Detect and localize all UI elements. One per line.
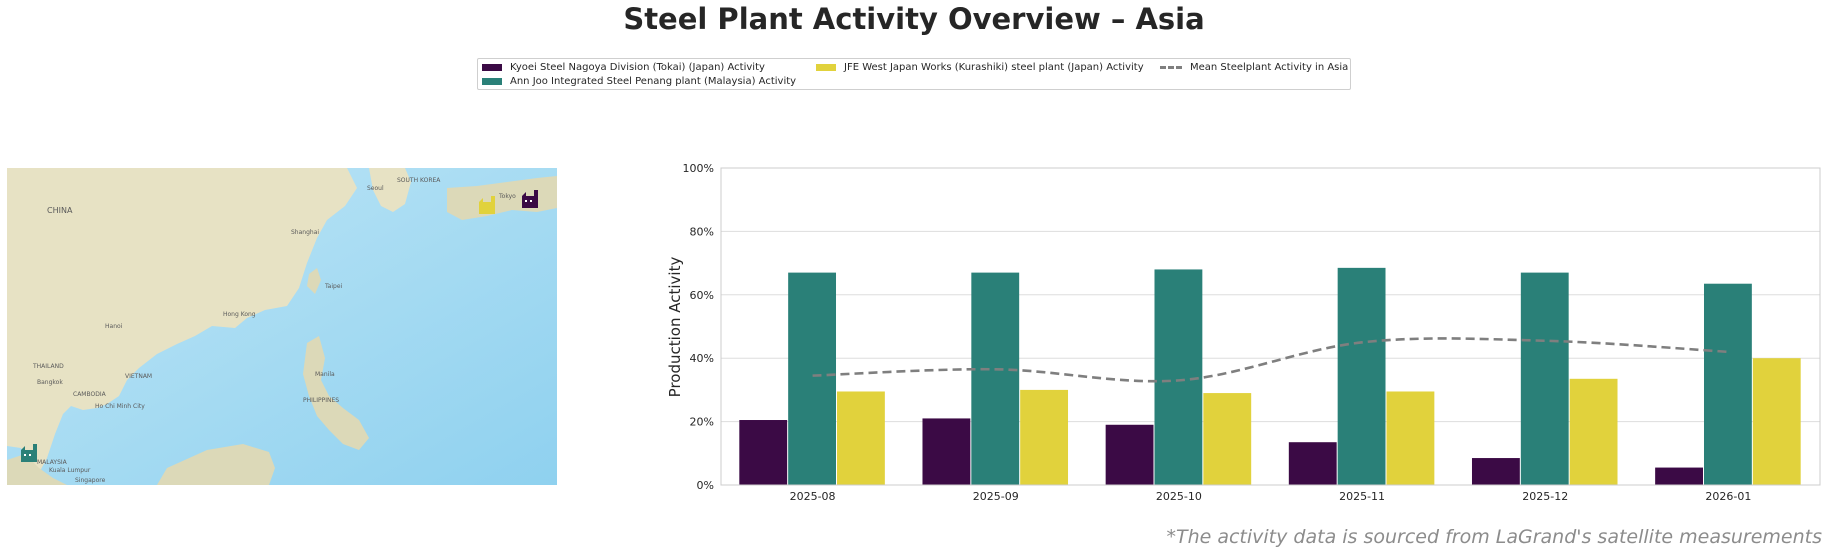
bar xyxy=(1203,393,1252,485)
y-tick-label: 20% xyxy=(690,416,714,429)
bar xyxy=(1386,391,1435,485)
map-land-korea xyxy=(369,168,411,212)
bar xyxy=(1020,389,1069,485)
bar xyxy=(1569,378,1618,485)
x-tick-label: 2026-01 xyxy=(1705,490,1751,503)
bar xyxy=(1154,269,1203,485)
legend-item-jfe: JFE West Japan Works (Kurashiki) steel p… xyxy=(816,62,1144,73)
chart-frame xyxy=(720,167,1821,486)
legend-label-kyoei: Kyoei Steel Nagoya Division (Tokai) (Jap… xyxy=(510,62,765,73)
legend-swatch-jfe xyxy=(816,64,836,71)
map-label-vietnam: VIETNAM xyxy=(125,373,152,380)
legend-item-kyoei: Kyoei Steel Nagoya Division (Tokai) (Jap… xyxy=(482,62,765,73)
bar xyxy=(1520,272,1569,485)
y-tick-label: 60% xyxy=(690,289,714,302)
factory-icon-jfe xyxy=(479,196,495,214)
y-tick-label: 0% xyxy=(697,479,714,492)
map-label-bangkok: Bangkok xyxy=(37,379,63,386)
bar xyxy=(1337,267,1386,485)
x-tick-label: 2025-08 xyxy=(790,490,836,503)
map-land-borneo xyxy=(157,444,275,485)
x-tick-label: 2025-12 xyxy=(1522,490,1568,503)
asia-map: CHINA SOUTH KOREA THAILAND VIETNAM CAMBO… xyxy=(7,168,557,485)
map-label-south-korea: SOUTH KOREA xyxy=(397,177,441,184)
legend-label-mean: Mean Steelplant Activity in Asia xyxy=(1190,62,1349,73)
legend-label-annjoo: Ann Joo Integrated Steel Penang plant (M… xyxy=(510,76,797,87)
bar xyxy=(1471,458,1520,485)
bar xyxy=(1752,358,1801,485)
mean-activity-line xyxy=(812,337,1729,383)
legend-swatch-annjoo xyxy=(482,78,502,85)
bar xyxy=(788,272,837,485)
map-label-cambodia: CAMBODIA xyxy=(73,391,107,398)
bar xyxy=(1288,442,1337,485)
legend-item-annjoo: Ann Joo Integrated Steel Penang plant (M… xyxy=(482,76,796,87)
bar xyxy=(1655,467,1703,485)
map-land-philippines xyxy=(303,336,369,450)
page-title: Steel Plant Activity Overview – Asia xyxy=(623,2,1205,36)
chart-x-ticks: 2025-08 2025-09 2025-10 2025-11 2025-12 2026-… xyxy=(790,490,1752,503)
chart-y-ticks: 0% 20% 40% 60% 80% 100% xyxy=(683,162,714,492)
map-label-ho-chi-minh-city: Ho Chi Minh City xyxy=(95,403,145,410)
map-label-seoul: Seoul xyxy=(367,185,384,192)
map-label-taipei: Taipei xyxy=(324,283,343,290)
bar xyxy=(837,391,885,485)
legend-swatch-kyoei xyxy=(482,64,502,71)
legend-line-mean xyxy=(1160,66,1182,69)
map-label-malaysia: MALAYSIA xyxy=(37,459,68,466)
bar xyxy=(1105,424,1154,485)
map-label-tokyo: Tokyo xyxy=(498,193,516,200)
y-tick-label: 80% xyxy=(690,225,714,238)
map-land-taiwan xyxy=(307,268,321,294)
map-label-hong-kong: Hong Kong xyxy=(223,311,256,318)
map-label-kuala-lumpur: Kuala Lumpur xyxy=(49,467,91,474)
chart-mean-line xyxy=(812,337,1729,383)
x-tick-label: 2025-10 xyxy=(1156,490,1202,503)
x-tick-label: 2025-09 xyxy=(973,490,1019,503)
map-land-japan xyxy=(447,176,557,220)
legend-label-jfe: JFE West Japan Works (Kurashiki) steel p… xyxy=(844,62,1144,73)
y-tick-label: 40% xyxy=(690,352,714,365)
x-tick-label: 2025-11 xyxy=(1339,490,1385,503)
map-label-china: CHINA xyxy=(47,206,73,215)
map-label-philippines: PHILIPPINES xyxy=(303,397,339,404)
legend-item-mean: Mean Steelplant Activity in Asia xyxy=(1160,62,1348,73)
chart-legend: Kyoei Steel Nagoya Division (Tokai) (Jap… xyxy=(477,58,1351,90)
map-svg: CHINA SOUTH KOREA THAILAND VIETNAM CAMBO… xyxy=(7,168,557,485)
factory-icon-annjoo xyxy=(21,444,37,462)
map-label-hanoi: Hanoi xyxy=(105,323,123,330)
bar xyxy=(922,418,971,485)
bar xyxy=(739,420,788,485)
y-tick-label: 100% xyxy=(683,162,714,175)
map-label-singapore: Singapore xyxy=(75,477,106,484)
y-axis-label: Production Activity xyxy=(666,257,684,398)
chart-bars xyxy=(739,267,1801,485)
bar xyxy=(1703,283,1752,485)
footnote: *The activity data is sourced from LaGra… xyxy=(1166,526,1822,548)
map-label-shanghai: Shanghai xyxy=(291,229,319,236)
map-label-thailand: THAILAND xyxy=(32,363,64,370)
factory-icon-kyoei xyxy=(522,190,538,208)
map-label-manila: Manila xyxy=(315,371,335,378)
map-land-mainland xyxy=(7,168,357,473)
chart-gridlines xyxy=(721,167,1820,486)
bar xyxy=(971,272,1020,485)
